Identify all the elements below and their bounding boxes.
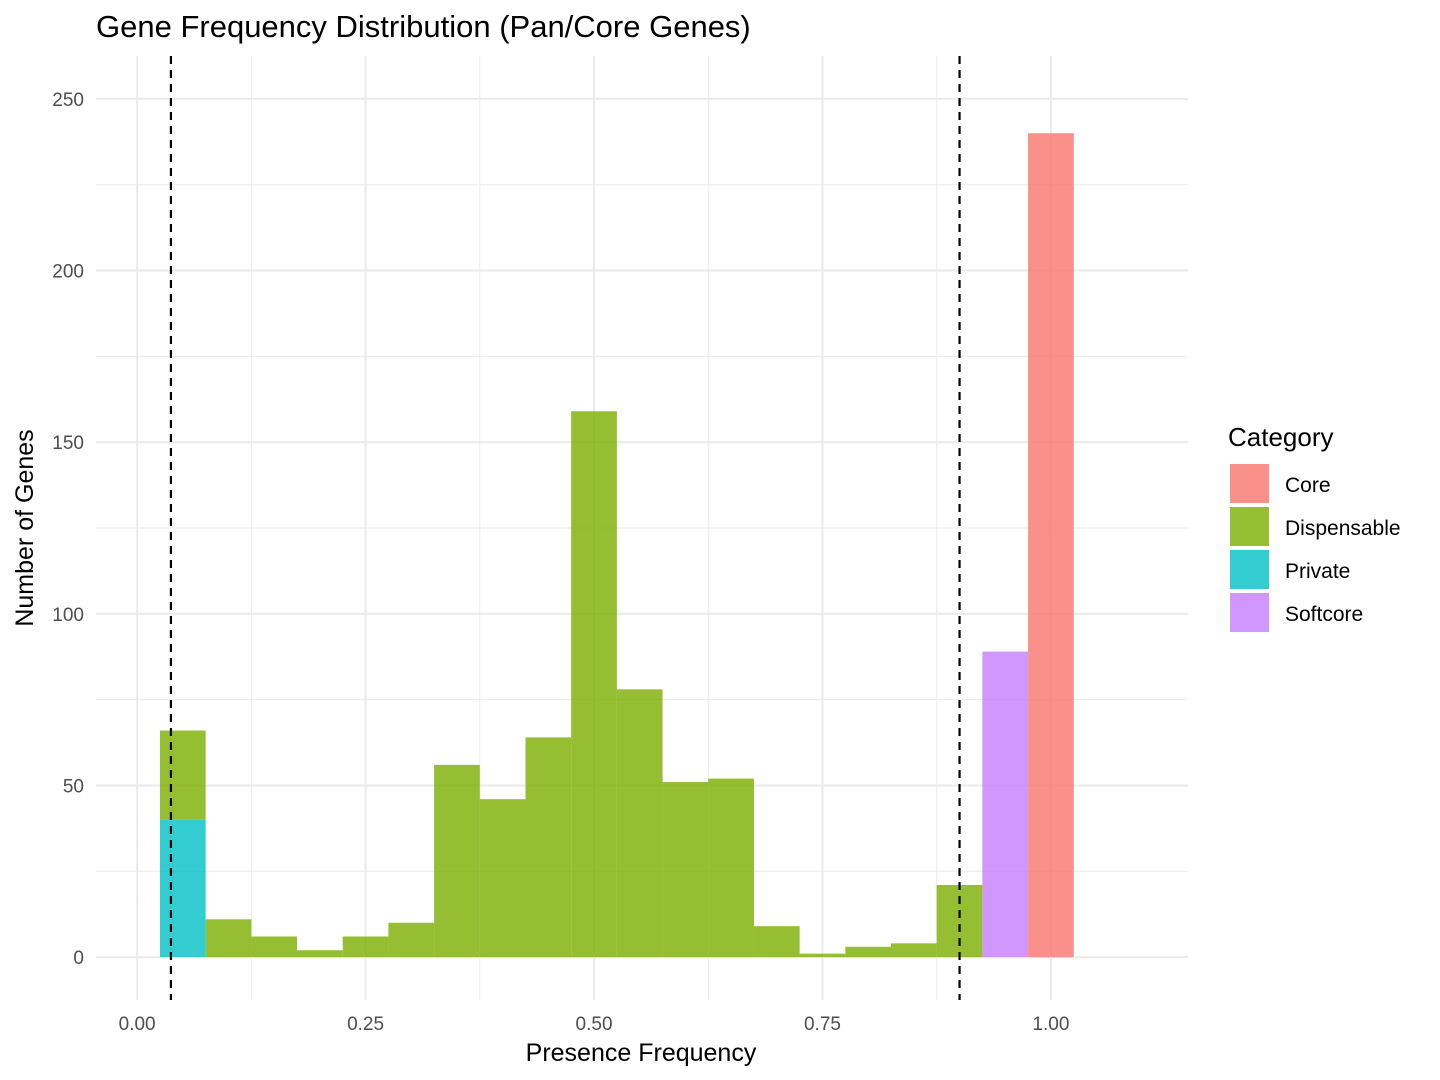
bar-core	[1028, 133, 1074, 958]
legend-label-dispensable: Dispensable	[1285, 517, 1401, 540]
bar-dispensable	[845, 946, 892, 958]
bar-dispensable	[297, 950, 343, 958]
y-tick-label: 100	[52, 605, 84, 626]
bar-dispensable	[388, 922, 435, 958]
x-tick-label: 0.25	[347, 1014, 384, 1035]
legend-swatch-private	[1230, 550, 1269, 589]
x-tick-label: 0.50	[576, 1014, 613, 1035]
bar-dispensable	[571, 411, 617, 958]
y-tick-labels: 0 50 100 150 200 250	[52, 90, 84, 969]
legend-label-core: Core	[1285, 474, 1331, 497]
legend-swatch-core	[1230, 464, 1269, 503]
bar-dispensable	[753, 926, 800, 958]
legend-label-private: Private	[1285, 560, 1350, 583]
y-tick-label: 200	[52, 262, 84, 283]
legend-label-softcore: Softcore	[1285, 603, 1363, 626]
legend: Category Core Dispensable Private Softcore	[1228, 422, 1401, 632]
x-axis-title: Presence Frequency	[526, 1039, 757, 1067]
legend-swatch-softcore	[1230, 593, 1269, 632]
reference-lines	[169, 56, 961, 1000]
y-tick-label: 250	[52, 90, 84, 111]
y-tick-label: 50	[63, 776, 84, 797]
bar-dispensable	[205, 919, 252, 958]
bar-dispensable	[936, 885, 983, 958]
legend-swatch-dispensable	[1230, 507, 1269, 546]
bar-dispensable	[525, 737, 572, 958]
bar-dispensable	[479, 799, 526, 958]
y-tick-label: 0	[73, 948, 84, 969]
x-tick-label: 0.00	[119, 1014, 156, 1035]
x-tick-label: 1.00	[1032, 1014, 1069, 1035]
bar-dispensable	[251, 936, 298, 958]
x-tick-label: 0.75	[804, 1014, 841, 1035]
bar-private	[159, 819, 206, 958]
bar-dispensable	[434, 764, 480, 958]
y-tick-label: 150	[52, 433, 84, 454]
chart-title: Gene Frequency Distribution (Pan/Core Ge…	[96, 9, 751, 44]
bar-dispensable	[159, 730, 206, 820]
x-tick-labels: 0.00 0.25 0.50 0.75 1.00	[119, 1014, 1070, 1035]
y-axis-title: Number of Genes	[11, 429, 39, 626]
bar-dispensable	[342, 936, 389, 958]
bar-softcore	[982, 651, 1029, 958]
bar-dispensable	[708, 778, 754, 958]
bar-dispensable	[799, 953, 846, 958]
bar-dispensable	[616, 689, 663, 958]
bar-dispensable	[891, 943, 937, 958]
legend-title: Category	[1228, 422, 1334, 452]
bar-dispensable	[662, 782, 709, 958]
histogram-bars	[159, 133, 1074, 958]
